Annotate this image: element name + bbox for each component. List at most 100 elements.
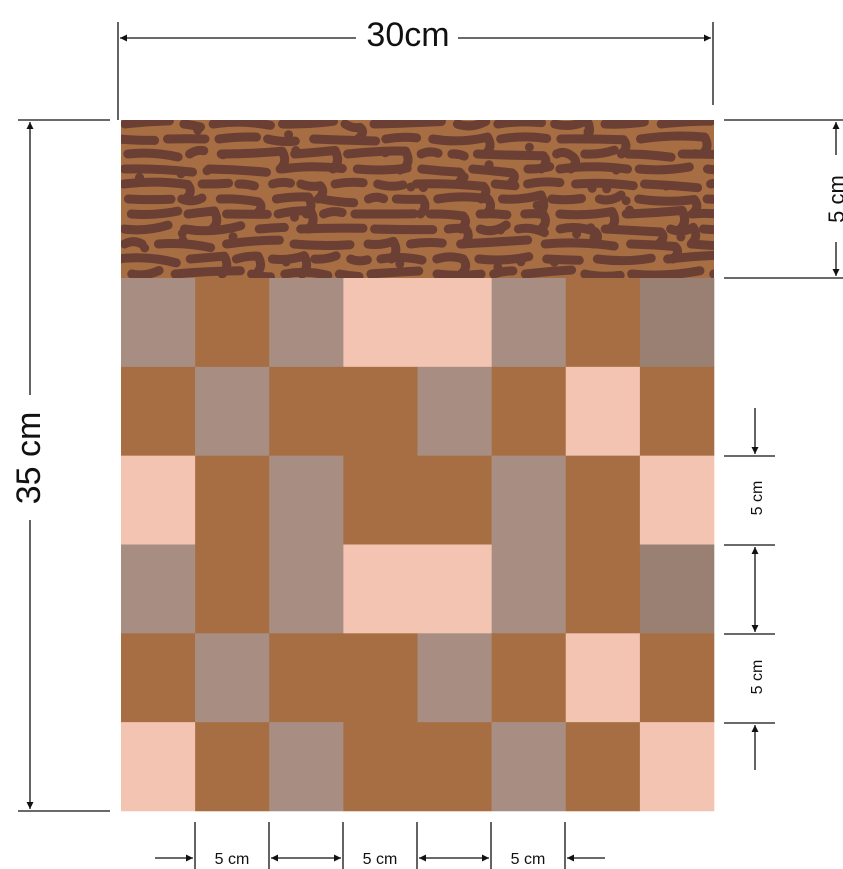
labyrinth-stroke bbox=[520, 265, 577, 278]
tile-r3-c2 bbox=[195, 455, 270, 545]
labyrinth-stroke bbox=[475, 220, 511, 236]
border-labyrinth-pattern bbox=[121, 120, 714, 278]
labyrinth-stroke bbox=[542, 254, 584, 265]
tile-r6-c2 bbox=[195, 722, 270, 812]
tile-r1-c8 bbox=[639, 278, 715, 368]
labyrinth-stroke bbox=[296, 223, 368, 234]
tile-r6-c6 bbox=[491, 722, 567, 812]
tile-grid bbox=[121, 278, 715, 812]
labyrinth-stroke bbox=[621, 206, 687, 219]
labyrinth-dot bbox=[380, 148, 390, 158]
labyrinth-dot bbox=[228, 232, 238, 242]
tile-r4-c7 bbox=[565, 544, 641, 634]
labyrinth-dot bbox=[493, 262, 503, 272]
labyrinth-stroke bbox=[634, 194, 699, 206]
tile-r5-c8 bbox=[639, 633, 715, 723]
total-width-label: 30cm bbox=[366, 16, 449, 54]
labyrinth-stroke bbox=[254, 222, 289, 234]
labyrinth-stroke bbox=[580, 269, 625, 278]
labyrinth-stroke bbox=[556, 134, 628, 145]
labyrinth-stroke bbox=[280, 267, 333, 278]
tile-width-label-3: 5 cm bbox=[511, 851, 546, 868]
labyrinth-stroke bbox=[290, 146, 340, 159]
labyrinth-stroke bbox=[425, 209, 468, 221]
labyrinth-dot bbox=[459, 172, 469, 182]
labyrinth-dot bbox=[281, 257, 291, 267]
labyrinth-dot bbox=[451, 149, 461, 159]
labyrinth-stroke bbox=[475, 209, 512, 220]
labyrinth-stroke bbox=[555, 162, 632, 174]
labyrinth-dot bbox=[439, 193, 448, 203]
tile-r3-c3 bbox=[269, 455, 344, 545]
labyrinth-stroke bbox=[185, 145, 209, 159]
tile-r5-c7 bbox=[565, 633, 641, 723]
labyrinth-stroke bbox=[698, 224, 714, 235]
labyrinth-stroke bbox=[550, 120, 592, 131]
labyrinth-stroke bbox=[523, 177, 565, 189]
labyrinth-dot bbox=[589, 233, 599, 243]
labyrinth-stroke bbox=[319, 207, 347, 219]
tile-r2-c1 bbox=[121, 366, 196, 456]
labyrinth-dot bbox=[202, 166, 212, 176]
labyrinth-dot bbox=[406, 182, 416, 192]
tile-r2-c3 bbox=[269, 366, 344, 456]
tile-r1-c3 bbox=[269, 278, 344, 368]
labyrinth-dot bbox=[395, 165, 405, 175]
labyrinth-stroke bbox=[513, 223, 549, 238]
labyrinth-stroke bbox=[179, 221, 246, 236]
labyrinth-stroke bbox=[346, 254, 372, 266]
labyrinth-stroke bbox=[496, 132, 552, 144]
labyrinth-stroke bbox=[334, 269, 364, 278]
tile-r4-c1 bbox=[121, 544, 196, 634]
tile-height-label-1: 5 cm bbox=[749, 481, 766, 516]
labyrinth-stroke bbox=[366, 266, 424, 278]
tile-r5-c6 bbox=[491, 633, 567, 723]
labyrinth-stroke bbox=[490, 179, 520, 191]
labyrinth-stroke bbox=[523, 162, 555, 174]
labyrinth-dot bbox=[496, 225, 505, 235]
labyrinth-stroke bbox=[709, 269, 714, 278]
labyrinth-stroke bbox=[121, 177, 193, 189]
tile-width-label-2: 5 cm bbox=[363, 851, 398, 868]
labyrinth-dot bbox=[291, 146, 301, 155]
tile-r6-c7 bbox=[565, 722, 641, 812]
labyrinth-stroke bbox=[489, 266, 518, 278]
tile-width-label-1: 5 cm bbox=[215, 851, 250, 868]
labyrinth-dot bbox=[284, 130, 294, 140]
tile-r5-c1 bbox=[121, 633, 196, 723]
labyrinth-stroke bbox=[381, 132, 422, 144]
labyrinth-stroke bbox=[600, 224, 665, 237]
labyrinth-stroke bbox=[592, 253, 656, 266]
labyrinth-dot bbox=[625, 205, 634, 215]
labyrinth-stroke bbox=[177, 193, 207, 206]
labyrinth-dot bbox=[135, 173, 144, 182]
labyrinth-stroke bbox=[271, 192, 313, 204]
labyrinth-stroke bbox=[626, 239, 680, 251]
tile-r2-c7 bbox=[565, 366, 641, 456]
labyrinth-stroke bbox=[640, 179, 703, 193]
labyrinth-stroke bbox=[222, 235, 284, 249]
tile-r4-c5 bbox=[417, 544, 492, 634]
labyrinth-stroke bbox=[571, 178, 638, 191]
labyrinth-dot bbox=[516, 257, 526, 267]
labyrinth-stroke bbox=[330, 177, 368, 189]
tile-r6-c3 bbox=[269, 722, 344, 812]
labyrinth-stroke bbox=[452, 120, 491, 131]
tile-r2-c2 bbox=[195, 366, 270, 456]
tile-r4-c6 bbox=[491, 544, 567, 634]
labyrinth-stroke bbox=[309, 134, 381, 146]
labyrinth-dot bbox=[193, 125, 203, 135]
decorative-border-band bbox=[121, 120, 714, 278]
labyrinth-stroke bbox=[197, 178, 234, 189]
labyrinth-stroke bbox=[706, 178, 714, 189]
labyrinth-stroke bbox=[376, 253, 427, 265]
labyrinth-stroke bbox=[317, 194, 359, 208]
labyrinth-stroke bbox=[343, 146, 410, 159]
labyrinth-dot bbox=[418, 183, 428, 193]
labyrinth-stroke bbox=[472, 149, 548, 161]
labyrinth-dot bbox=[586, 223, 596, 233]
labyrinth-stroke bbox=[406, 237, 447, 249]
labyrinth-stroke bbox=[121, 120, 174, 129]
tile-r1-c1 bbox=[121, 278, 196, 368]
labyrinth-stroke bbox=[636, 131, 709, 144]
